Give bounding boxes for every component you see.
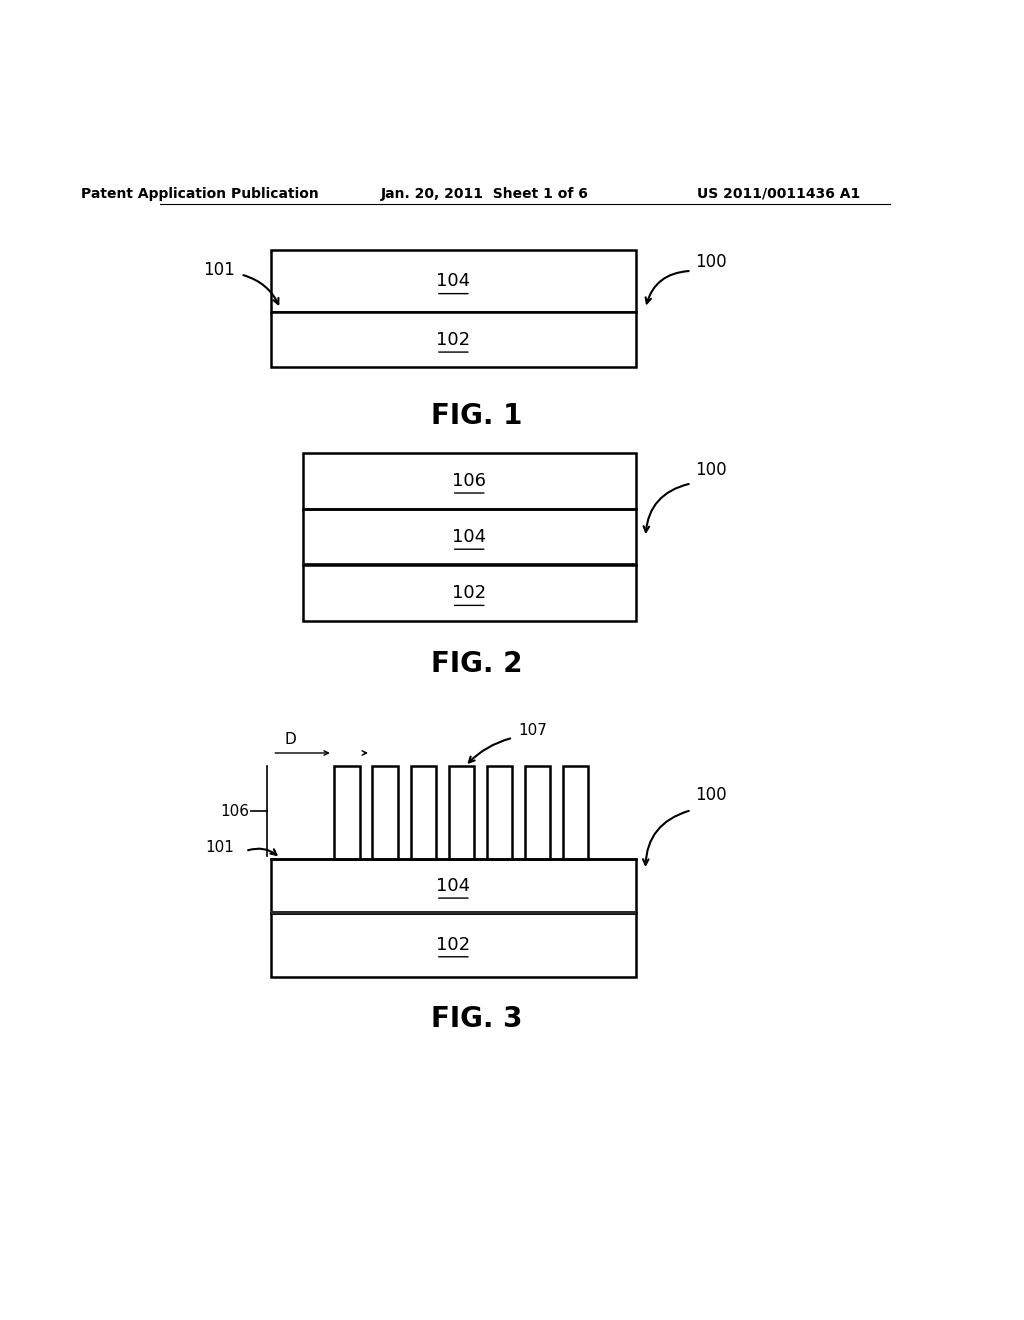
Text: Patent Application Publication: Patent Application Publication: [81, 187, 318, 201]
Text: 101: 101: [204, 261, 236, 279]
Text: FIG. 2: FIG. 2: [431, 649, 523, 677]
Text: 104: 104: [436, 876, 470, 895]
Text: US 2011/0011436 A1: US 2011/0011436 A1: [697, 187, 860, 201]
Bar: [270, 249, 636, 367]
Text: 104: 104: [453, 528, 486, 546]
Text: 104: 104: [436, 272, 470, 290]
Bar: [303, 508, 636, 511]
Bar: [303, 453, 636, 620]
Bar: [486, 766, 512, 859]
Bar: [270, 912, 636, 977]
Bar: [524, 766, 550, 859]
Bar: [270, 310, 636, 313]
Text: 106: 106: [453, 471, 486, 490]
Bar: [334, 766, 359, 859]
Bar: [449, 766, 474, 859]
Bar: [270, 911, 636, 913]
Bar: [563, 766, 589, 859]
Bar: [303, 564, 636, 566]
Bar: [411, 766, 436, 859]
Text: 100: 100: [695, 461, 727, 479]
Bar: [373, 766, 397, 859]
Text: FIG. 3: FIG. 3: [431, 1006, 523, 1034]
Text: Jan. 20, 2011  Sheet 1 of 6: Jan. 20, 2011 Sheet 1 of 6: [381, 187, 589, 201]
Bar: [270, 859, 636, 912]
Text: 101: 101: [205, 840, 233, 854]
Text: FIG. 1: FIG. 1: [431, 401, 523, 429]
Text: 100: 100: [695, 787, 727, 804]
Text: 106: 106: [220, 804, 250, 818]
Text: 107: 107: [518, 723, 547, 738]
Text: D: D: [284, 733, 296, 747]
Text: 102: 102: [453, 585, 486, 602]
Text: 100: 100: [695, 252, 727, 271]
Text: 102: 102: [436, 331, 470, 348]
Text: 102: 102: [436, 936, 470, 953]
